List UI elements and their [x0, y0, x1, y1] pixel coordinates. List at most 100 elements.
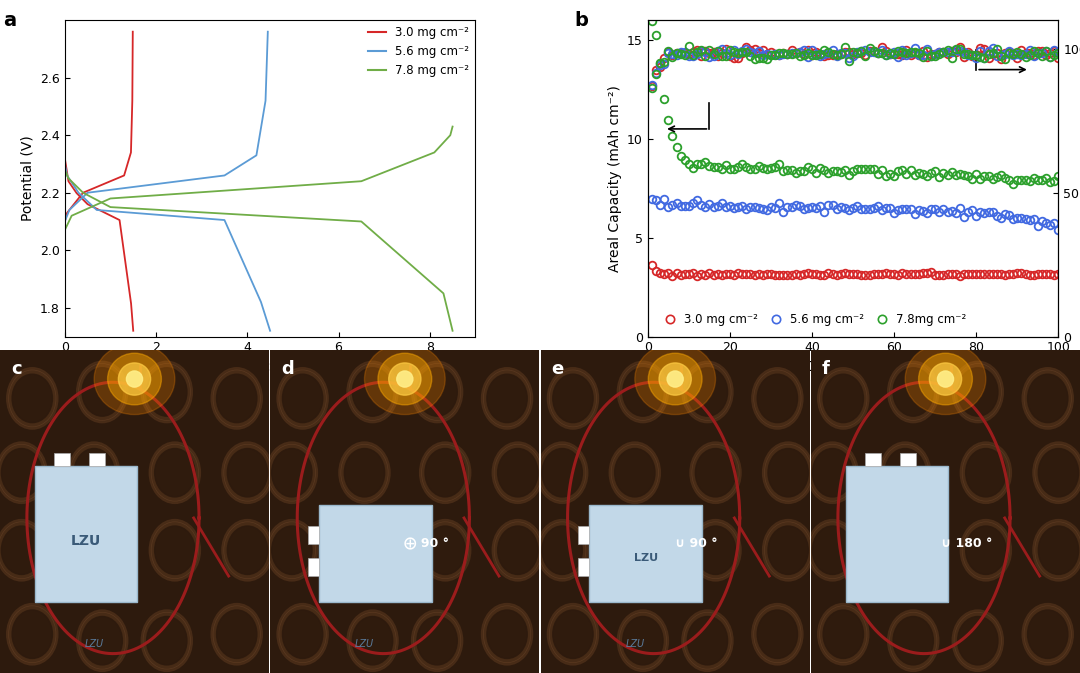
Text: LZU: LZU: [634, 553, 658, 563]
Legend: 3.0 mg cm⁻², 5.6 mg cm⁻², 7.8 mg cm⁻²: 3.0 mg cm⁻², 5.6 mg cm⁻², 7.8 mg cm⁻²: [368, 26, 470, 77]
Ellipse shape: [396, 371, 413, 387]
Circle shape: [216, 374, 257, 423]
Circle shape: [687, 616, 728, 665]
Bar: [578, 559, 589, 576]
Ellipse shape: [364, 343, 445, 415]
Text: ∪ 90 °: ∪ 90 °: [675, 537, 718, 551]
Circle shape: [147, 616, 187, 665]
Ellipse shape: [667, 371, 684, 387]
Circle shape: [696, 526, 735, 575]
Circle shape: [542, 448, 582, 497]
Circle shape: [283, 610, 323, 658]
Circle shape: [768, 448, 808, 497]
Circle shape: [618, 610, 669, 672]
Circle shape: [762, 442, 813, 503]
Text: ⨁ 90 °: ⨁ 90 °: [404, 537, 449, 551]
Circle shape: [149, 520, 201, 581]
Y-axis label: Potential (V): Potential (V): [21, 135, 35, 221]
Circle shape: [352, 616, 393, 665]
Circle shape: [1022, 604, 1074, 665]
Circle shape: [768, 526, 808, 575]
Circle shape: [1022, 367, 1074, 429]
Ellipse shape: [108, 353, 161, 405]
Circle shape: [352, 367, 393, 416]
Ellipse shape: [905, 343, 986, 415]
Circle shape: [960, 442, 1011, 503]
Circle shape: [154, 526, 195, 575]
Circle shape: [623, 616, 663, 665]
Circle shape: [216, 610, 257, 658]
Circle shape: [12, 610, 53, 658]
Circle shape: [609, 442, 660, 503]
Circle shape: [149, 442, 201, 503]
Ellipse shape: [937, 371, 954, 387]
Circle shape: [417, 367, 457, 416]
Circle shape: [879, 442, 931, 503]
Circle shape: [812, 526, 853, 575]
Circle shape: [687, 367, 728, 416]
Circle shape: [482, 367, 532, 429]
Circle shape: [212, 604, 262, 665]
Circle shape: [272, 526, 312, 575]
Circle shape: [1027, 610, 1068, 658]
Circle shape: [227, 448, 268, 497]
Ellipse shape: [930, 363, 961, 395]
Circle shape: [762, 520, 813, 581]
Circle shape: [227, 526, 268, 575]
Text: LZU: LZU: [71, 534, 102, 548]
Circle shape: [966, 526, 1007, 575]
Circle shape: [221, 442, 273, 503]
Circle shape: [339, 442, 390, 503]
Text: c: c: [11, 359, 22, 378]
Circle shape: [1032, 520, 1080, 581]
Circle shape: [272, 448, 312, 497]
Circle shape: [690, 520, 741, 581]
Circle shape: [888, 361, 939, 423]
Text: ∪ 180 °: ∪ 180 °: [942, 537, 993, 551]
Circle shape: [420, 442, 471, 503]
Circle shape: [1032, 442, 1080, 503]
Circle shape: [618, 361, 669, 423]
Circle shape: [958, 367, 998, 416]
Text: a: a: [3, 11, 16, 30]
FancyBboxPatch shape: [846, 466, 948, 602]
Circle shape: [757, 374, 797, 423]
Circle shape: [0, 520, 48, 581]
Circle shape: [807, 442, 859, 503]
Circle shape: [278, 604, 328, 665]
Circle shape: [0, 442, 48, 503]
Ellipse shape: [659, 363, 691, 395]
Circle shape: [73, 526, 114, 575]
Text: d: d: [281, 359, 294, 378]
Circle shape: [757, 610, 797, 658]
Circle shape: [411, 361, 462, 423]
Circle shape: [681, 361, 733, 423]
Circle shape: [77, 610, 127, 672]
Circle shape: [154, 448, 195, 497]
Circle shape: [885, 448, 926, 497]
Circle shape: [77, 361, 127, 423]
Circle shape: [537, 442, 588, 503]
Text: f: f: [822, 359, 829, 378]
Circle shape: [417, 616, 457, 665]
Circle shape: [885, 526, 926, 575]
Circle shape: [82, 367, 122, 416]
X-axis label: Specific Capacity (mAh cm⁻²): Specific Capacity (mAh cm⁻²): [167, 360, 373, 374]
Bar: [308, 526, 319, 544]
Text: LZU: LZU: [84, 639, 104, 649]
Circle shape: [345, 448, 384, 497]
Ellipse shape: [126, 371, 143, 387]
Circle shape: [548, 367, 598, 429]
Circle shape: [141, 361, 192, 423]
Circle shape: [278, 367, 328, 429]
Circle shape: [426, 526, 465, 575]
Circle shape: [893, 367, 933, 416]
Circle shape: [212, 367, 262, 429]
Y-axis label: Areal Capacity (mAh cm⁻²): Areal Capacity (mAh cm⁻²): [608, 85, 621, 272]
Circle shape: [283, 374, 323, 423]
Circle shape: [690, 442, 741, 503]
Circle shape: [823, 610, 864, 658]
Circle shape: [339, 520, 390, 581]
Circle shape: [1027, 374, 1068, 423]
Bar: [900, 454, 916, 466]
